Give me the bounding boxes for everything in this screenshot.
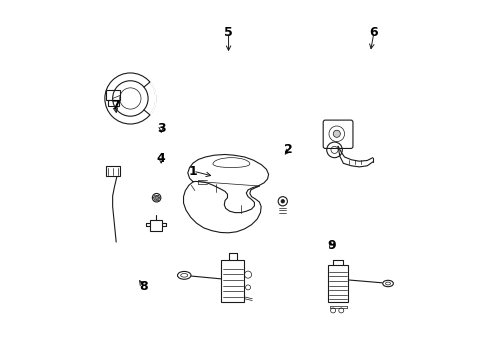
Text: 7: 7 (110, 99, 119, 112)
Text: 9: 9 (326, 239, 335, 252)
Circle shape (332, 130, 340, 137)
Circle shape (155, 196, 158, 199)
Text: 2: 2 (284, 143, 293, 156)
Text: 3: 3 (157, 122, 165, 135)
Text: 5: 5 (224, 26, 232, 39)
Text: 6: 6 (369, 26, 377, 39)
Text: 8: 8 (139, 280, 147, 293)
Text: 1: 1 (188, 165, 197, 177)
Text: 4: 4 (157, 152, 165, 165)
Circle shape (281, 199, 284, 203)
